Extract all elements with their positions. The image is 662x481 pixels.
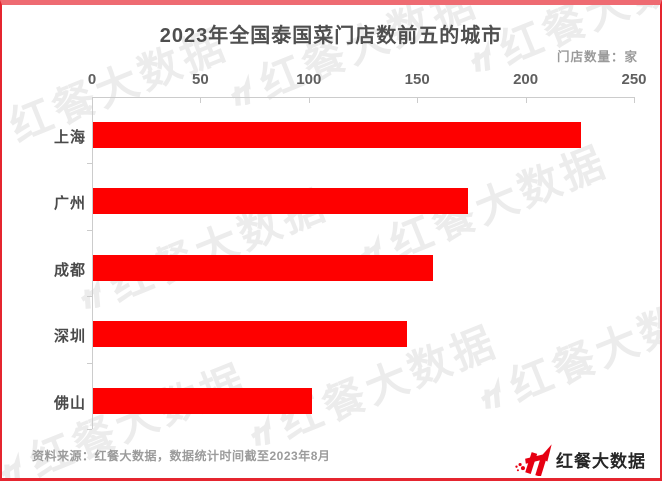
- y-axis-tick: [87, 362, 92, 364]
- category-label: 深圳: [53, 328, 86, 346]
- y-axis-tick: [87, 429, 92, 430]
- x-axis-tick: [634, 98, 635, 103]
- unit-label: 门店数量：家: [556, 50, 638, 64]
- brand-name: 红餐大数据: [556, 452, 646, 471]
- x-axis-tick: [200, 98, 202, 103]
- category-label: 上海: [53, 129, 86, 146]
- source-note: 资料来源：红餐大数据，数据统计时间截至2023年8月: [32, 449, 331, 463]
- x-tick-label: 50: [192, 71, 209, 88]
- x-tick-label: 200: [513, 71, 539, 88]
- category-label: 广州: [53, 195, 86, 213]
- x-axis-tick: [308, 98, 310, 103]
- y-axis-tick: [87, 229, 92, 231]
- chart-title: 2023年全国泰国菜门店数前五的城市: [159, 25, 503, 47]
- bar: [93, 188, 469, 215]
- x-tick-label: 100: [296, 71, 322, 88]
- x-axis-tick: [525, 98, 527, 103]
- x-axis-tick: [417, 98, 419, 103]
- x-axis-tick: [92, 98, 93, 103]
- y-axis-tick: [87, 296, 92, 298]
- bar: [93, 254, 434, 281]
- y-axis-tick: [87, 163, 92, 165]
- bar-chart: 0 50 100 150 200 250 上海广州成都深圳佛山: [2, 5, 660, 478]
- brand-logo: 红餐大数据: [514, 443, 646, 476]
- hongcan-h-arrow-icon: [515, 444, 552, 476]
- x-tick-label: 250: [621, 71, 647, 88]
- x-tick-label: 0: [87, 71, 97, 88]
- category-label: 佛山: [53, 394, 86, 412]
- y-axis-line: [92, 97, 93, 429]
- x-axis-line: [92, 97, 635, 98]
- category-label: 成都: [53, 261, 86, 279]
- bar: [93, 321, 408, 348]
- bar: [93, 387, 312, 414]
- bar: [93, 122, 581, 148]
- x-tick-label: 150: [404, 71, 430, 88]
